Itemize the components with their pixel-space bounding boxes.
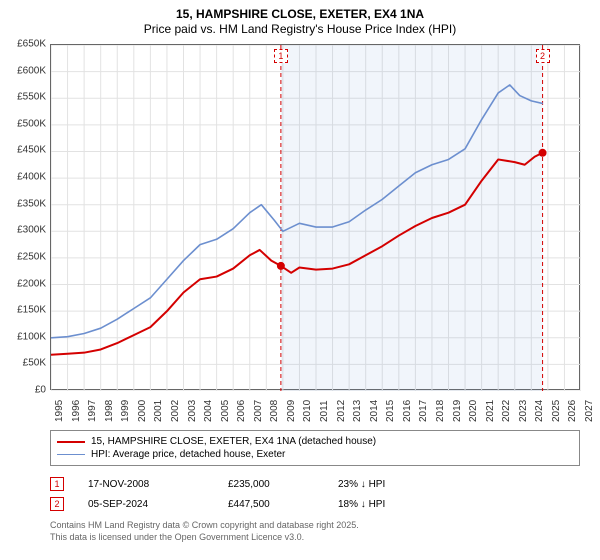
x-tick-label: 1996 bbox=[71, 400, 82, 422]
footer-line1: Contains HM Land Registry data © Crown c… bbox=[50, 520, 580, 532]
chart-footer: Contains HM Land Registry data © Crown c… bbox=[50, 520, 580, 543]
x-tick-label: 2021 bbox=[485, 400, 496, 422]
chart-svg bbox=[51, 45, 581, 391]
marker-box: 1 bbox=[50, 477, 64, 491]
x-tick-label: 2027 bbox=[584, 400, 595, 422]
y-tick-label: £600K bbox=[17, 65, 46, 76]
x-tick-label: 2011 bbox=[319, 400, 330, 422]
legend-label: HPI: Average price, detached house, Exet… bbox=[91, 449, 285, 460]
x-tick-label: 2018 bbox=[435, 400, 446, 422]
x-tick-label: 2009 bbox=[286, 400, 297, 422]
y-tick-label: £250K bbox=[17, 251, 46, 262]
x-tick-label: 2007 bbox=[253, 400, 264, 422]
y-tick-label: £650K bbox=[17, 39, 46, 50]
footer-line2: This data is licensed under the Open Gov… bbox=[50, 532, 580, 544]
marker-price: £447,500 bbox=[228, 499, 338, 510]
y-tick-label: £200K bbox=[17, 278, 46, 289]
legend-item: HPI: Average price, detached house, Exet… bbox=[57, 448, 573, 461]
x-tick-label: 2001 bbox=[153, 400, 164, 422]
x-tick-label: 1995 bbox=[54, 400, 65, 422]
x-tick-label: 2010 bbox=[302, 400, 313, 422]
y-tick-label: £400K bbox=[17, 172, 46, 183]
x-tick-label: 2020 bbox=[468, 400, 479, 422]
x-tick-label: 2016 bbox=[402, 400, 413, 422]
y-tick-label: £550K bbox=[17, 92, 46, 103]
marker-table: 1 17-NOV-2008£235,00023% ↓ HPI 2 05-SEP-202… bbox=[50, 474, 580, 514]
x-tick-label: 2025 bbox=[551, 400, 562, 422]
marker-box: 2 bbox=[50, 497, 64, 511]
y-tick-label: £500K bbox=[17, 118, 46, 129]
x-tick-label: 2017 bbox=[418, 400, 429, 422]
marker-table-row: 2 05-SEP-2024£447,50018% ↓ HPI bbox=[50, 494, 580, 514]
x-tick-label: 2008 bbox=[269, 400, 280, 422]
marker-date: 17-NOV-2008 bbox=[88, 479, 228, 490]
legend-swatch bbox=[57, 454, 85, 455]
x-tick-label: 2005 bbox=[220, 400, 231, 422]
y-tick-label: £300K bbox=[17, 225, 46, 236]
y-tick-label: £50K bbox=[23, 358, 46, 369]
x-tick-label: 2006 bbox=[236, 400, 247, 422]
x-tick-label: 2023 bbox=[518, 400, 529, 422]
legend-item: 15, HAMPSHIRE CLOSE, EXETER, EX4 1NA (de… bbox=[57, 435, 573, 448]
x-tick-label: 2012 bbox=[336, 400, 347, 422]
y-tick-label: £450K bbox=[17, 145, 46, 156]
x-tick-label: 2019 bbox=[452, 400, 463, 422]
x-tick-label: 2002 bbox=[170, 400, 181, 422]
marker-delta: 23% ↓ HPI bbox=[338, 479, 458, 490]
x-tick-label: 1998 bbox=[104, 400, 115, 422]
x-tick-label: 2000 bbox=[137, 400, 148, 422]
y-tick-label: £150K bbox=[17, 305, 46, 316]
x-tick-label: 2004 bbox=[203, 400, 214, 422]
chart-legend: 15, HAMPSHIRE CLOSE, EXETER, EX4 1NA (de… bbox=[50, 430, 580, 466]
y-tick-label: £350K bbox=[17, 198, 46, 209]
marker-table-row: 1 17-NOV-2008£235,00023% ↓ HPI bbox=[50, 474, 580, 494]
chart-title-line1: 15, HAMPSHIRE CLOSE, EXETER, EX4 1NA bbox=[0, 0, 600, 22]
y-tick-label: £100K bbox=[17, 331, 46, 342]
chart-title-line2: Price paid vs. HM Land Registry's House … bbox=[0, 22, 600, 40]
legend-label: 15, HAMPSHIRE CLOSE, EXETER, EX4 1NA (de… bbox=[91, 436, 376, 447]
x-tick-label: 2003 bbox=[187, 400, 198, 422]
x-tick-label: 2013 bbox=[352, 400, 363, 422]
y-tick-label: £0 bbox=[35, 385, 46, 396]
legend-swatch bbox=[57, 441, 85, 443]
chart-container: 15, HAMPSHIRE CLOSE, EXETER, EX4 1NA Pri… bbox=[0, 0, 600, 560]
x-tick-label: 2015 bbox=[385, 400, 396, 422]
plot-marker-box: 1 bbox=[274, 49, 288, 63]
x-tick-label: 1997 bbox=[87, 400, 98, 422]
chart-plot-area: 12 bbox=[50, 44, 580, 390]
x-tick-label: 2026 bbox=[567, 400, 578, 422]
x-tick-label: 2024 bbox=[534, 400, 545, 422]
marker-date: 05-SEP-2024 bbox=[88, 499, 228, 510]
x-tick-label: 2022 bbox=[501, 400, 512, 422]
x-tick-label: 1999 bbox=[120, 400, 131, 422]
x-tick-label: 2014 bbox=[369, 400, 380, 422]
plot-marker-box: 2 bbox=[536, 49, 550, 63]
marker-delta: 18% ↓ HPI bbox=[338, 499, 458, 510]
marker-price: £235,000 bbox=[228, 479, 338, 490]
